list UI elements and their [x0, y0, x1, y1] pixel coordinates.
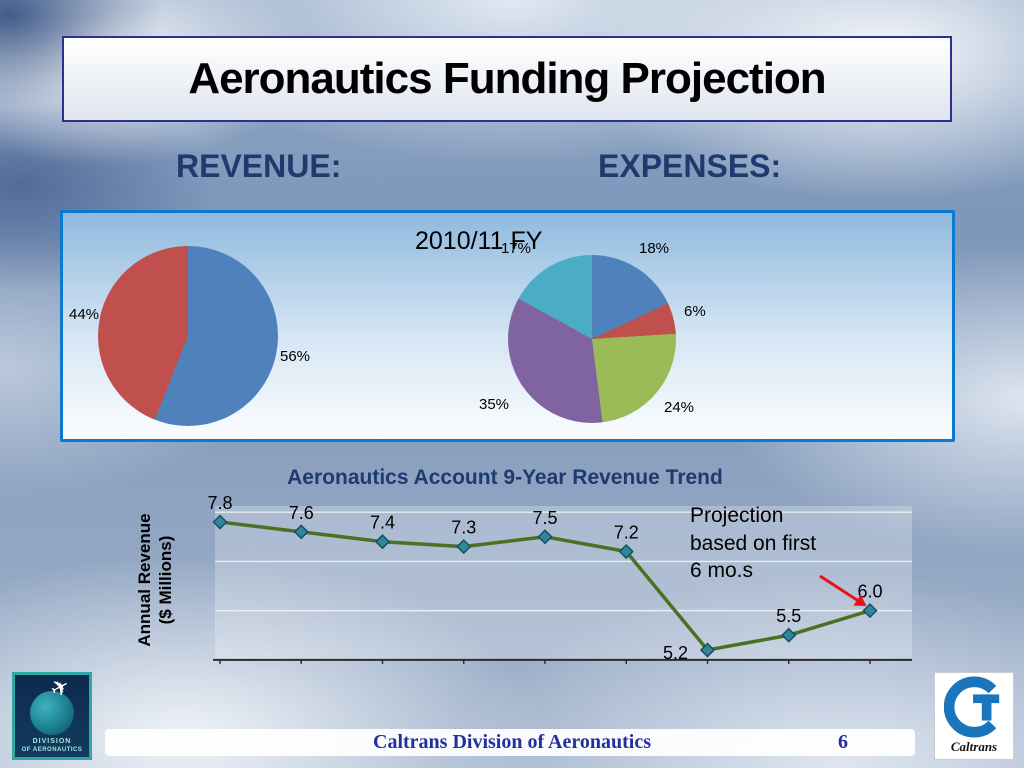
- page-number: 6: [838, 731, 848, 753]
- data-point-marker: [781, 627, 797, 643]
- caltrans-logo: Caltrans: [934, 672, 1014, 760]
- data-point-label: 7.2: [614, 523, 639, 543]
- globe-icon: [30, 691, 74, 735]
- data-point-label: 7.3: [451, 518, 476, 538]
- revenue-header: REVENUE:: [176, 148, 342, 184]
- data-point-marker: [618, 543, 634, 560]
- y-axis-label-line1: Annual Revenue: [134, 513, 154, 647]
- aeronautics-logo-text-line2: OF AERONAUTICS: [21, 747, 83, 753]
- data-point-marker: [699, 642, 716, 658]
- trend-chart: 7.8 7.6 7.4 7.3 7.5 7.2 5.2 5.5 6.0: [207, 493, 912, 664]
- pie-panel: 2010/11 FY 44% 56% 17% 18% 6% 24% 35%: [60, 210, 955, 442]
- projection-arrowhead: [853, 594, 867, 607]
- aeronautics-logo-text-line1: DIVISION: [32, 738, 72, 745]
- expenses-header: EXPENSES:: [598, 148, 782, 184]
- data-point-label: 5.5: [776, 606, 801, 626]
- data-point-marker: [293, 524, 309, 540]
- data-point-label: 7.4: [370, 513, 395, 533]
- data-point-label: 7.6: [289, 503, 314, 523]
- caltrans-logo-text: Caltrans: [950, 739, 998, 754]
- expenses-pie-label-35: 35%: [479, 396, 510, 413]
- data-point-marker: [212, 514, 228, 530]
- expenses-pie-label-18: 18%: [639, 240, 670, 257]
- slide-title: Aeronautics Funding Projection: [188, 54, 826, 103]
- data-point-label: 5.2: [663, 643, 688, 663]
- footer-bar: [105, 729, 915, 756]
- footer-text: Caltrans Division of Aeronautics: [373, 731, 651, 753]
- data-point-marker: [862, 603, 878, 619]
- data-point-marker: [456, 539, 472, 555]
- expenses-pie-chart: [508, 255, 676, 423]
- expenses-pie-label-6: 6%: [684, 303, 706, 320]
- fiscal-year-label: 2010/11 FY: [415, 227, 543, 255]
- aeronautics-logo: ✈ DIVISION OF AERONAUTICS: [12, 672, 92, 760]
- data-point-label: 7.8: [207, 493, 232, 513]
- caltrans-ct-mark-icon: [944, 676, 1000, 738]
- expenses-pie-label-17: 17%: [501, 240, 532, 257]
- title-box: Aeronautics Funding Projection: [62, 36, 952, 122]
- projection-annotation: Projection based on first 6 mo.s: [690, 504, 817, 583]
- data-point-label: 6.0: [857, 582, 882, 602]
- data-point-label: 7.5: [532, 508, 557, 528]
- expenses-pie-label-24: 24%: [664, 399, 695, 416]
- data-point-marker: [374, 534, 391, 550]
- y-axis-label-line2: ($ Millions): [156, 535, 175, 625]
- revenue-pie-label-44: 44%: [69, 306, 100, 323]
- revenue-pie-chart: [98, 246, 278, 426]
- revenue-pie-label-56: 56%: [280, 348, 311, 365]
- trend-chart-title: Aeronautics Account 9-Year Revenue Trend: [287, 466, 723, 489]
- projection-arrow: [819, 574, 859, 602]
- trend-y-axis-label: Annual Revenue ($ Millions): [134, 480, 177, 680]
- data-point-marker: [537, 529, 553, 545]
